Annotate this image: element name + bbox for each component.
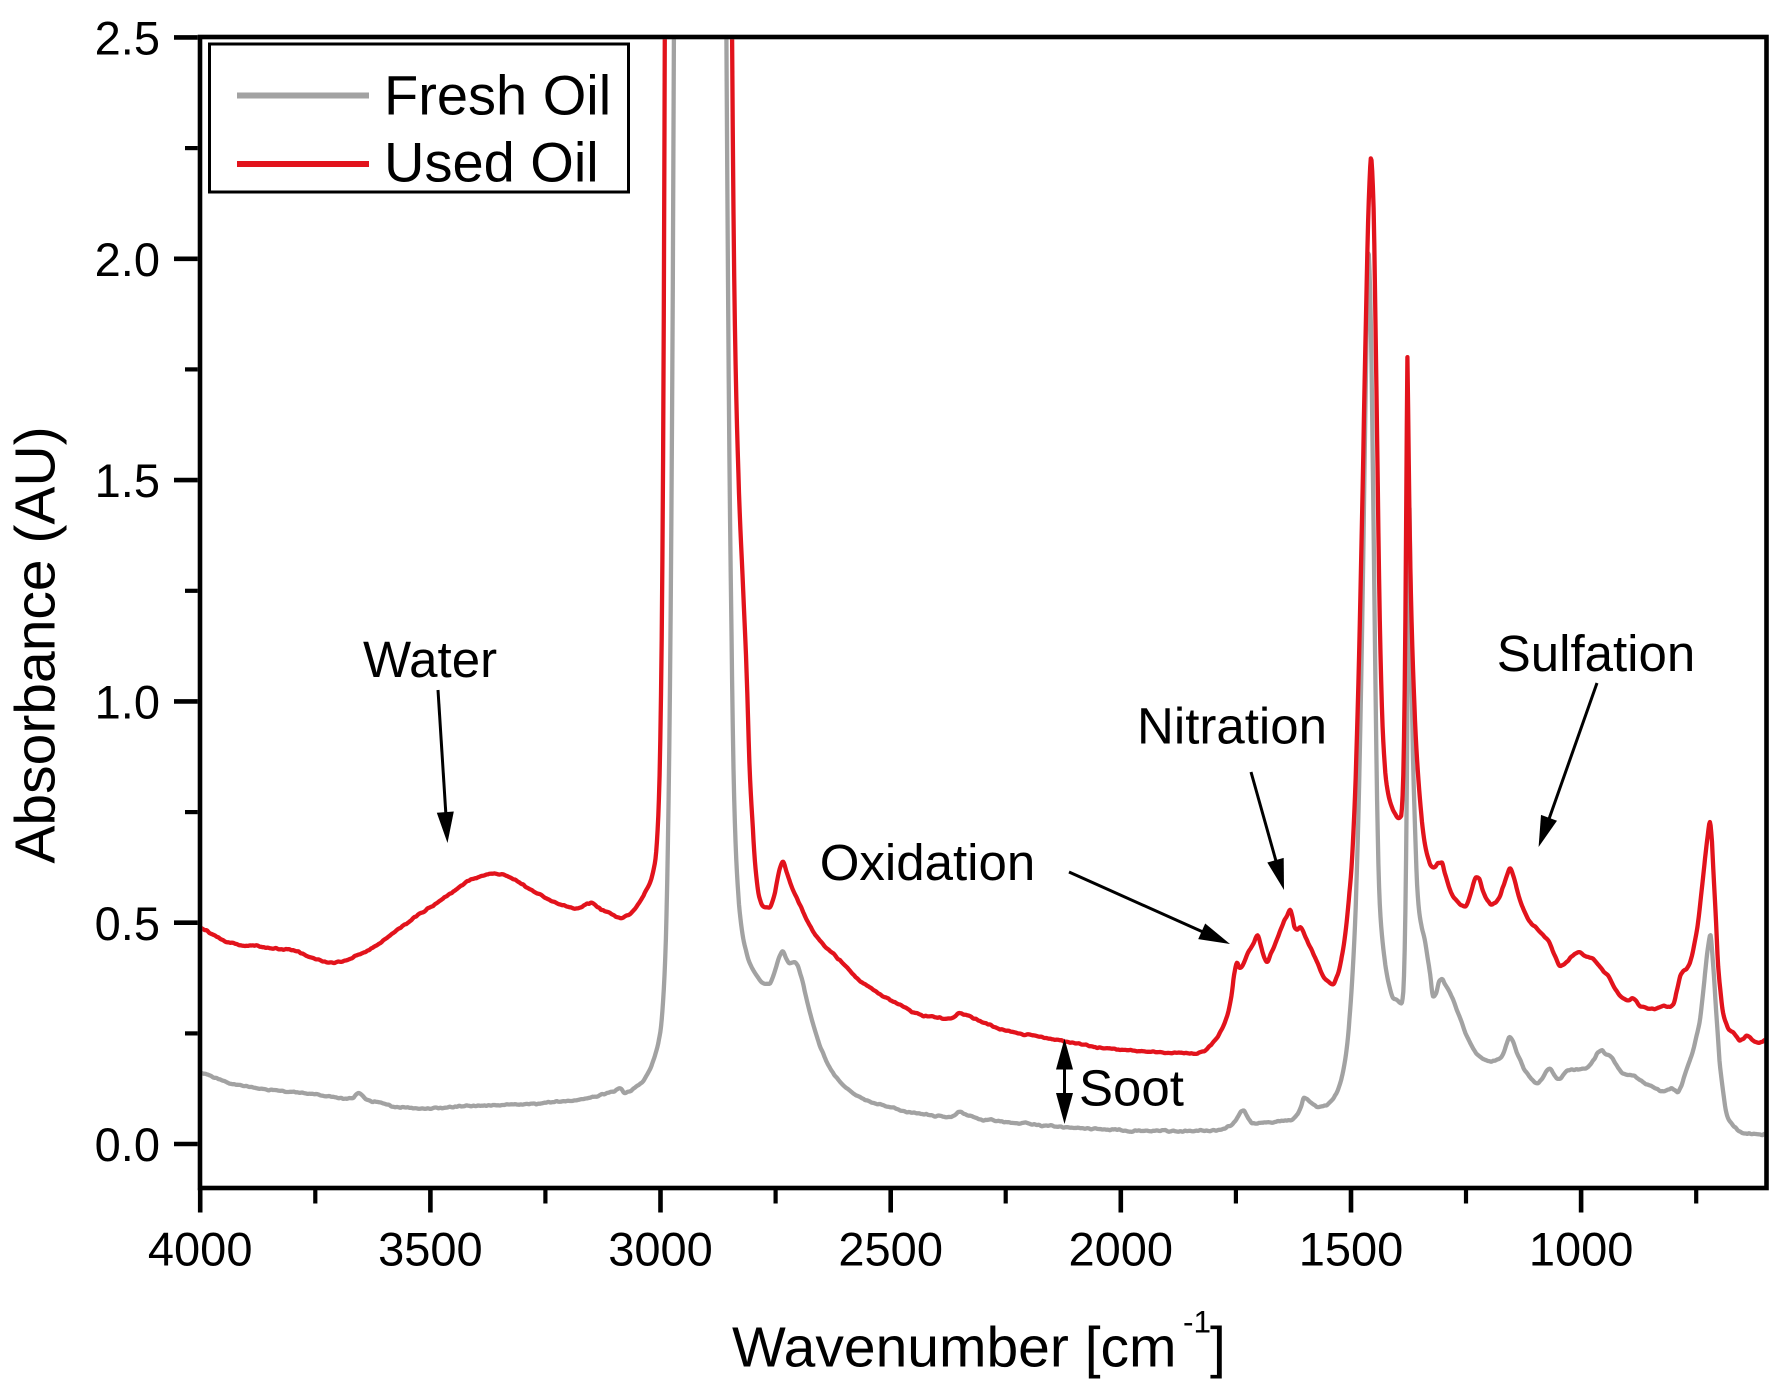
svg-text:1000: 1000 — [1529, 1223, 1634, 1276]
svg-text:Fresh Oil: Fresh Oil — [384, 64, 611, 127]
svg-text:Water: Water — [363, 631, 497, 688]
svg-text:Soot: Soot — [1079, 1060, 1184, 1117]
svg-text:Nitration: Nitration — [1137, 698, 1327, 755]
svg-text:0.5: 0.5 — [95, 897, 160, 950]
svg-text:1500: 1500 — [1299, 1223, 1404, 1276]
svg-text:]: ] — [1210, 1316, 1226, 1380]
svg-text:Sulfation: Sulfation — [1497, 625, 1695, 682]
svg-text:Used Oil: Used Oil — [384, 131, 599, 194]
svg-text:Oxidation: Oxidation — [820, 834, 1035, 891]
svg-text:2000: 2000 — [1069, 1223, 1174, 1276]
svg-text:Wavenumber [cm: Wavenumber [cm — [732, 1316, 1177, 1380]
svg-text:Absorbance (AU): Absorbance (AU) — [4, 426, 68, 863]
svg-text:2.0: 2.0 — [95, 233, 160, 286]
svg-text:1.5: 1.5 — [95, 454, 160, 507]
svg-text:1.0: 1.0 — [95, 676, 160, 729]
svg-text:3500: 3500 — [378, 1223, 483, 1276]
svg-text:3000: 3000 — [608, 1223, 713, 1276]
svg-text:2.5: 2.5 — [95, 12, 160, 65]
svg-text:-1: -1 — [1183, 1304, 1211, 1340]
svg-text:0.0: 0.0 — [95, 1118, 160, 1171]
svg-text:2500: 2500 — [838, 1223, 943, 1276]
svg-text:4000: 4000 — [148, 1223, 253, 1276]
